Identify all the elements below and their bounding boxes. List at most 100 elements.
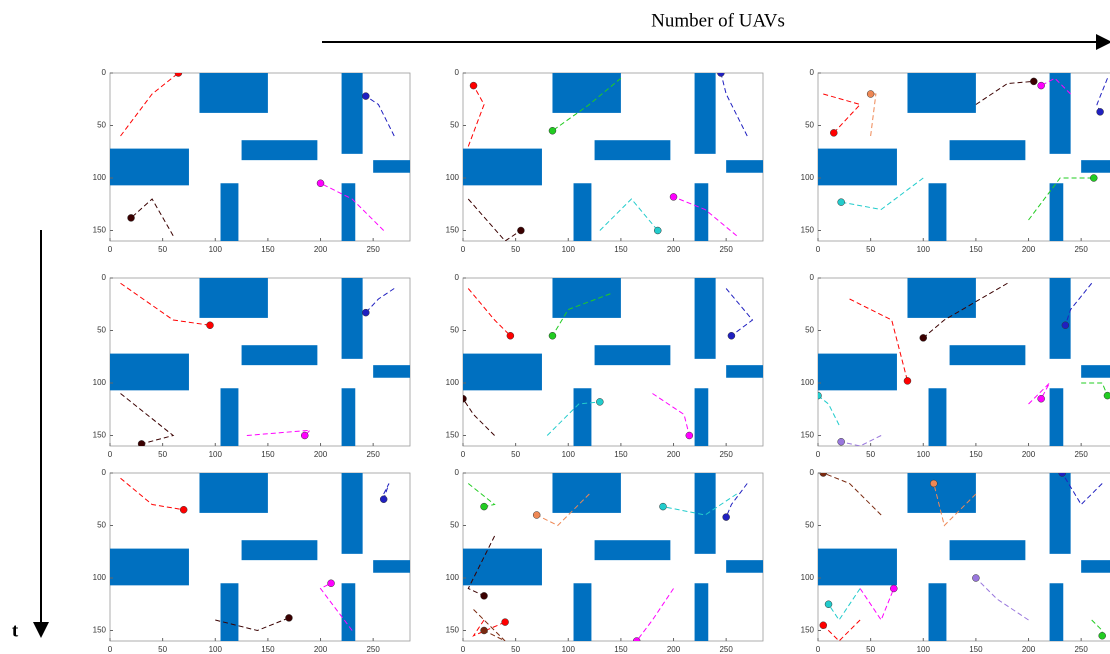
y-tick-label: 150 [93,431,107,440]
x-tick-label: 250 [1074,645,1088,654]
obstacle [1049,73,1071,154]
y-tick-label: 150 [446,626,460,635]
obstacle [463,148,542,186]
obstacle [341,583,356,641]
uav-path [822,619,861,641]
y-tick-label: 150 [446,226,460,235]
uav-path [463,398,495,436]
y-tick-label: 100 [801,173,815,182]
y-tick-label: 150 [801,431,815,440]
uav-path [319,582,353,631]
uav [1058,473,1066,477]
uav-path [120,282,211,326]
y-tick-label: 150 [446,431,460,440]
uav [300,431,309,440]
uav [727,332,736,340]
uav [837,438,845,446]
uav [972,574,980,582]
x-tick-label: 0 [816,645,821,654]
uav-path [320,182,385,231]
obstacle [1049,278,1071,359]
panel [110,473,410,641]
x-tick-label: 250 [719,450,733,459]
y-tick-label: 0 [810,273,815,282]
obstacle [110,548,189,586]
uav-path [130,198,174,236]
uav-path [536,493,590,527]
uav [722,513,730,521]
obstacle [241,345,318,366]
uav [480,626,488,635]
uav [480,592,488,600]
uav [327,579,335,587]
x-tick-label: 200 [667,450,681,459]
uav [818,391,822,400]
uav [1061,321,1070,329]
obstacle [818,548,897,586]
x-tick-label: 150 [969,245,983,254]
y-tick-label: 50 [805,521,814,530]
x-tick-label: 250 [719,645,733,654]
x-tick-label: 50 [158,450,167,459]
x-tick-label: 150 [969,450,983,459]
uav [548,332,557,340]
x-tick-label: 100 [209,645,223,654]
y-tick-label: 100 [93,378,107,387]
obstacle [341,183,356,241]
x-tick-label: 50 [866,245,875,254]
uav-path [823,93,862,134]
uav-path [120,393,175,445]
obstacle [594,540,671,561]
obstacle [1081,365,1110,378]
uav [1098,632,1106,640]
uav [819,621,828,629]
uav [501,618,509,626]
obstacle [220,388,239,446]
y-tick-label: 0 [455,68,460,77]
obstacle [928,388,947,446]
obstacle [928,183,947,241]
uav-path [828,588,861,621]
uav [659,502,667,511]
uav [1030,77,1038,86]
uav [819,473,828,477]
obstacle [949,540,1026,561]
uav-path [870,93,877,137]
x-tick-label: 200 [1022,245,1036,254]
uav-path [975,80,1034,105]
uav-path [467,198,522,241]
y-tick-label: 150 [801,226,815,235]
uav-path [383,483,390,500]
uav [362,308,370,317]
uav-path [841,435,882,446]
x-tick-label: 50 [511,245,520,254]
obstacle [373,365,410,378]
x-tick-label: 150 [614,645,628,654]
uav [316,179,325,187]
x-tick-label: 100 [917,645,931,654]
x-tick-label: 250 [719,245,733,254]
uav [653,226,662,235]
x-tick-label: 100 [562,245,576,254]
y-tick-label: 100 [446,573,460,582]
uav [919,334,928,342]
panel [818,278,1110,446]
uav-path [922,282,1008,339]
y-tick-label: 50 [97,326,106,335]
y-tick-label: 0 [102,468,107,477]
x-tick-label: 150 [261,450,275,459]
uav-path [472,619,506,637]
y-tick-label: 50 [805,326,814,335]
x-tick-label: 50 [511,645,520,654]
obstacle [694,278,716,359]
y-tick-label: 50 [450,326,459,335]
x-tick-label: 250 [366,645,380,654]
x-tick-label: 150 [261,245,275,254]
obstacle [907,73,976,113]
x-tick-label: 0 [461,645,466,654]
uav-path [1040,77,1071,95]
uav [463,395,467,403]
x-tick-label: 100 [562,450,576,459]
uav-path [1028,382,1051,405]
